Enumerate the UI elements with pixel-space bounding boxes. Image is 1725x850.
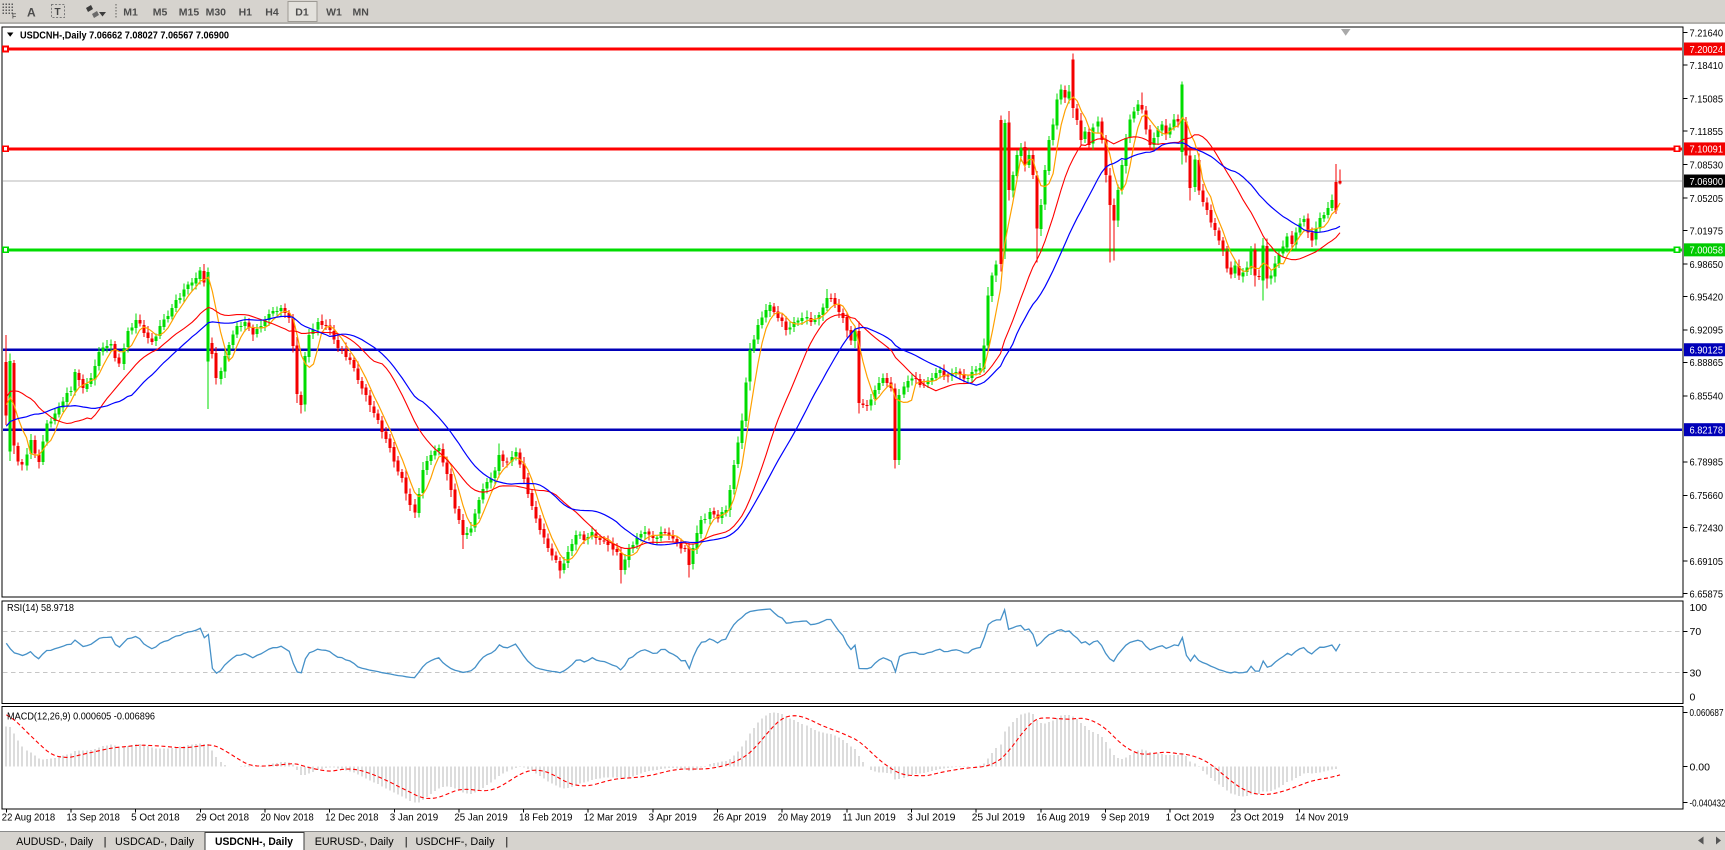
svg-text:M5: M5: [153, 7, 168, 19]
svg-text:F: F: [12, 14, 16, 21]
svg-text:MN: MN: [353, 7, 369, 19]
svg-text:0.00: 0.00: [1690, 761, 1711, 773]
svg-text:7.01975: 7.01975: [1690, 225, 1724, 237]
svg-text:0: 0: [1690, 692, 1696, 704]
svg-text:|: |: [104, 836, 107, 848]
svg-text:6.65875: 6.65875: [1690, 588, 1724, 600]
svg-text:EURUSD-, Daily: EURUSD-, Daily: [315, 836, 394, 848]
svg-text:MACD(12,26,9) 0.000605 -0.0068: MACD(12,26,9) 0.000605 -0.006896: [7, 711, 155, 723]
svg-text:6.82178: 6.82178: [1690, 424, 1724, 436]
svg-text:USDCNH-, Daily: USDCNH-, Daily: [215, 836, 294, 848]
svg-text:16 Aug 2019: 16 Aug 2019: [1036, 812, 1089, 824]
svg-text:100: 100: [1690, 602, 1708, 614]
svg-text:-0.040432: -0.040432: [1690, 797, 1725, 809]
svg-text:USDCAD-, Daily: USDCAD-, Daily: [115, 836, 194, 848]
svg-text:3 Jul 2019: 3 Jul 2019: [907, 812, 956, 824]
svg-text:USDCNH-,Daily 7.06662 7.08027: USDCNH-,Daily 7.06662 7.08027 7.06567 7.…: [20, 30, 229, 42]
svg-text:29 Oct 2018: 29 Oct 2018: [196, 812, 249, 824]
svg-text:12 Dec 2018: 12 Dec 2018: [325, 812, 378, 824]
svg-text:H1: H1: [239, 7, 253, 19]
svg-text:23 Oct 2019: 23 Oct 2019: [1230, 812, 1283, 824]
svg-text:6.92095: 6.92095: [1690, 325, 1724, 337]
svg-text:25 Jul 2019: 25 Jul 2019: [972, 812, 1026, 824]
svg-text:20 May 2019: 20 May 2019: [778, 812, 831, 824]
svg-text:7.08530: 7.08530: [1690, 159, 1724, 171]
svg-text:20 Nov 2018: 20 Nov 2018: [260, 812, 313, 824]
svg-text:D1: D1: [295, 7, 309, 19]
svg-text:6.85540: 6.85540: [1690, 391, 1724, 403]
svg-text:22 Aug 2018: 22 Aug 2018: [2, 812, 55, 824]
svg-text:30: 30: [1690, 667, 1702, 679]
svg-text:AUDUSD-, Daily: AUDUSD-, Daily: [16, 836, 93, 848]
svg-text:13 Sep 2018: 13 Sep 2018: [66, 812, 119, 824]
svg-text:6.78985: 6.78985: [1690, 457, 1724, 469]
svg-text:5 Oct 2018: 5 Oct 2018: [131, 812, 180, 824]
svg-text:0.060687: 0.060687: [1690, 707, 1724, 719]
svg-text:M30: M30: [206, 7, 227, 19]
svg-text:12 Mar 2019: 12 Mar 2019: [584, 812, 637, 824]
svg-text:25 Jan 2019: 25 Jan 2019: [454, 812, 507, 824]
svg-text:18 Feb 2019: 18 Feb 2019: [519, 812, 572, 824]
svg-text:M1: M1: [123, 7, 138, 19]
svg-text:7.11855: 7.11855: [1690, 126, 1724, 138]
svg-text:6.75660: 6.75660: [1690, 490, 1724, 502]
svg-text:USDCHF-, Daily: USDCHF-, Daily: [416, 836, 495, 848]
svg-text:RSI(14) 58.9718: RSI(14) 58.9718: [7, 602, 74, 614]
svg-text:6.88865: 6.88865: [1690, 357, 1724, 369]
svg-text:70: 70: [1690, 626, 1702, 638]
svg-text:T: T: [55, 7, 61, 18]
svg-text:9 Sep 2019: 9 Sep 2019: [1101, 812, 1150, 824]
svg-text:26 Apr 2019: 26 Apr 2019: [713, 812, 766, 824]
svg-text:7.21640: 7.21640: [1690, 28, 1724, 40]
svg-text:14 Nov 2019: 14 Nov 2019: [1295, 812, 1348, 824]
svg-text:6.90125: 6.90125: [1690, 345, 1724, 357]
svg-text:7.05205: 7.05205: [1690, 193, 1724, 205]
svg-text:6.95420: 6.95420: [1690, 291, 1724, 303]
svg-text:7.06900: 7.06900: [1690, 176, 1724, 188]
svg-text:6.69105: 6.69105: [1690, 556, 1724, 568]
svg-text:A: A: [27, 6, 36, 20]
svg-text:7.18410: 7.18410: [1690, 60, 1724, 72]
svg-text:6.72430: 6.72430: [1690, 523, 1724, 535]
svg-text:W1: W1: [326, 7, 342, 19]
svg-text:11 Jun 2019: 11 Jun 2019: [842, 812, 895, 824]
svg-text:3 Jan 2019: 3 Jan 2019: [390, 812, 439, 824]
svg-text:6.98650: 6.98650: [1690, 259, 1724, 271]
svg-text:7.10091: 7.10091: [1690, 144, 1724, 156]
svg-text:3 Apr 2019: 3 Apr 2019: [648, 812, 697, 824]
svg-text:7.00058: 7.00058: [1690, 245, 1724, 257]
svg-text:7.20024: 7.20024: [1690, 44, 1724, 56]
svg-text:1 Oct 2019: 1 Oct 2019: [1166, 812, 1215, 824]
svg-text:M15: M15: [179, 7, 200, 19]
svg-text:7.15085: 7.15085: [1690, 93, 1724, 105]
svg-text:|: |: [405, 836, 408, 848]
svg-text:|: |: [505, 836, 508, 848]
svg-text:H4: H4: [265, 7, 279, 19]
